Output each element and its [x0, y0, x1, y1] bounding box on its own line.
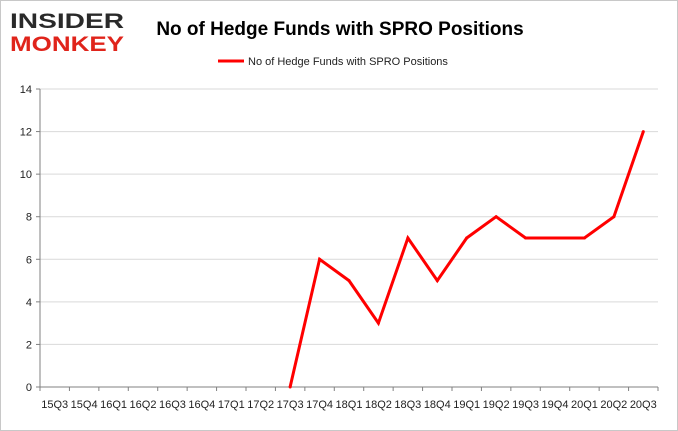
- y-tick-label-10: 10: [20, 169, 32, 181]
- x-tick-label-17Q4: 17Q4: [306, 399, 333, 411]
- data-point-18Q3: [406, 236, 410, 240]
- x-tick-label-19Q2: 19Q2: [483, 399, 510, 411]
- y-tick-label-8: 8: [26, 212, 32, 224]
- chart-title: No of Hedge Funds with SPRO Positions: [156, 19, 523, 40]
- x-tick-label-18Q3: 18Q3: [394, 399, 421, 411]
- x-tick-label-16Q4: 16Q4: [188, 399, 215, 411]
- x-tick-label-19Q3: 19Q3: [512, 399, 539, 411]
- y-tick-label-14: 14: [20, 84, 32, 96]
- data-point-17Q4: [318, 257, 322, 261]
- x-tick-label-17Q1: 17Q1: [218, 399, 245, 411]
- data-point-17Q3: [288, 385, 292, 389]
- data-point-19Q3: [524, 236, 528, 240]
- data-point-20Q2: [612, 215, 616, 219]
- data-point-19Q4: [553, 236, 557, 240]
- x-tick-label-20Q1: 20Q1: [571, 399, 598, 411]
- y-tick-label-12: 12: [20, 127, 32, 139]
- x-tick-label-18Q2: 18Q2: [365, 399, 392, 411]
- data-point-18Q4: [435, 279, 439, 283]
- logo-line-monkey: MONKEY: [10, 33, 124, 56]
- legend: No of Hedge Funds with SPRO Positions: [218, 56, 448, 68]
- y-tick-label-0: 0: [26, 382, 32, 394]
- x-tick-label-18Q4: 18Q4: [424, 399, 451, 411]
- x-tick-label-16Q2: 16Q2: [130, 399, 157, 411]
- insider-monkey-logo: INSIDER MONKEY: [10, 10, 124, 56]
- x-tick-label-19Q1: 19Q1: [453, 399, 480, 411]
- x-tick-label-16Q3: 16Q3: [159, 399, 186, 411]
- y-tick-label-2: 2: [26, 339, 32, 351]
- data-point-19Q2: [494, 215, 498, 219]
- legend-label: No of Hedge Funds with SPRO Positions: [248, 56, 448, 68]
- x-tick-label-17Q2: 17Q2: [247, 399, 274, 411]
- x-tick-label-16Q1: 16Q1: [100, 399, 127, 411]
- x-tick-label-17Q3: 17Q3: [277, 399, 304, 411]
- x-tick-label-15Q4: 15Q4: [71, 399, 98, 411]
- logo-line-insider: INSIDER: [10, 10, 124, 33]
- y-tick-label-6: 6: [26, 254, 32, 266]
- y-tick-label-4: 4: [26, 297, 32, 309]
- data-point-20Q1: [582, 236, 586, 240]
- x-tick-label-18Q1: 18Q1: [336, 399, 363, 411]
- x-tick-label-19Q4: 19Q4: [542, 399, 569, 411]
- x-tick-label-20Q2: 20Q2: [600, 399, 627, 411]
- data-point-18Q2: [376, 321, 380, 325]
- data-point-20Q3: [641, 130, 645, 134]
- y-axis-ticks: 0 2 4 6 8 10 12 14: [20, 84, 40, 394]
- x-tick-label-15Q3: 15Q3: [41, 399, 68, 411]
- series-points: [288, 130, 645, 389]
- data-point-19Q1: [465, 236, 469, 240]
- x-axis-ticks: 15Q3 15Q4 16Q1 16Q2 16Q3 16Q4 17Q1 17Q2 17Q3 17Q4…: [39, 387, 659, 411]
- grid-lines: [40, 88, 658, 345]
- x-tick-label-20Q3: 20Q3: [630, 399, 657, 411]
- data-point-18Q1: [347, 279, 351, 283]
